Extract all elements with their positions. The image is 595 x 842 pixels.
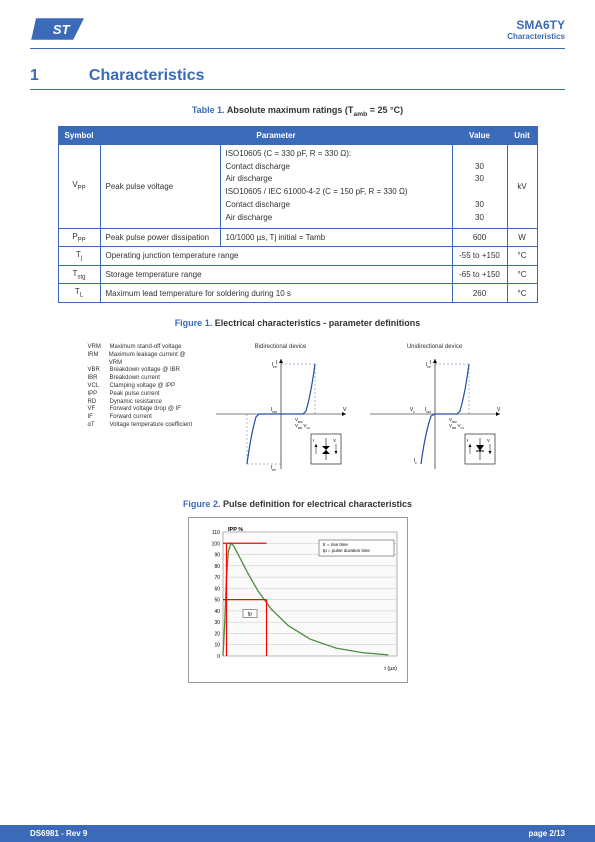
figure2-svg: 0 10 20 30 40 50 60 70 80 90 100 110 tp tr = rise tim… <box>195 524 403 674</box>
table-row: Tstg Storage temperature range -65 to +1… <box>58 265 537 284</box>
svg-text:70: 70 <box>214 575 220 581</box>
svg-text:I: I <box>313 438 314 443</box>
svg-text:tp = pulse duration time: tp = pulse duration time <box>323 548 370 553</box>
figure1-chart-b: Unidirectional device IFVFIIPPIRMVVRMVBR… <box>362 344 508 476</box>
footer-right: page 2/13 <box>529 829 565 838</box>
svg-text:100: 100 <box>211 541 220 547</box>
chart-a-title: Bidirectional device <box>208 344 354 350</box>
svg-text:90: 90 <box>214 552 220 558</box>
figure1-label: Figure 1. <box>175 318 213 328</box>
table-row: TL Maximum lead temperature for solderin… <box>58 284 537 303</box>
th-parameter: Parameter <box>100 126 452 144</box>
svg-text:110: 110 <box>212 530 220 536</box>
figure2-label: Figure 2. <box>183 499 221 509</box>
svg-text:V: V <box>333 438 336 443</box>
table-row: VPP Peak pulse voltage ISO10605 (C = 330… <box>58 144 537 228</box>
chart-a-svg: IPPIIPPIRMVVRMVBR VCLIV <box>211 354 351 474</box>
chart-b-title: Unidirectional device <box>362 344 508 350</box>
product-name: SMA6TY <box>507 18 565 32</box>
figure1-caption: Electrical characteristics - parameter d… <box>215 318 421 328</box>
header-right: SMA6TY Characteristics <box>507 18 565 41</box>
section-text: Characteristics <box>89 67 205 85</box>
figure2-title: Figure 2. Pulse definition for electrica… <box>30 499 565 509</box>
table1-label: Table 1. <box>192 105 225 115</box>
svg-text:IRM: IRM <box>270 407 277 414</box>
svg-text:IRM: IRM <box>424 407 431 414</box>
st-logo: ST <box>30 15 90 43</box>
content: Table 1. Absolute maximum ratings (Tamb … <box>0 105 595 683</box>
table-row: Tj Operating junction temperature range … <box>58 247 537 266</box>
svg-text:V: V <box>343 407 347 413</box>
svg-text:t (µs): t (µs) <box>384 666 397 672</box>
svg-text:IPP: IPP <box>270 465 275 472</box>
figure1-chart-a: Bidirectional device IPPIIPPIRMVVRMVBR V… <box>208 344 354 476</box>
table1-caption: Absolute maximum ratings (Tamb = 25 °C) <box>227 105 403 115</box>
figure1-box: VRMMaximum stand-off voltageIRMMaximum l… <box>88 336 508 484</box>
svg-text:VBR VCL: VBR VCL <box>449 423 465 430</box>
svg-text:30: 30 <box>214 620 220 626</box>
th-symbol: Symbol <box>58 126 100 144</box>
svg-text:60: 60 <box>214 586 220 592</box>
svg-text:V: V <box>497 407 501 413</box>
footer-left: DS6981 - Rev 9 <box>30 829 87 838</box>
chart-b-svg: IFVFIIPPIRMVVRMVBR VCLIV <box>365 354 505 474</box>
svg-text:tp: tp <box>247 612 251 618</box>
figure2-box: 0 10 20 30 40 50 60 70 80 90 100 110 tp tr = rise tim… <box>188 517 408 683</box>
header: ST SMA6TY Characteristics <box>0 0 595 48</box>
figure1-legend: VRMMaximum stand-off voltageIRMMaximum l… <box>88 344 198 430</box>
th-value: Value <box>452 126 507 144</box>
svg-text:I: I <box>467 438 468 443</box>
svg-text:V: V <box>487 438 490 443</box>
svg-text:40: 40 <box>214 609 220 615</box>
svg-text:VF: VF <box>409 407 414 414</box>
figure2-caption: Pulse definition for electrical characte… <box>223 499 412 509</box>
svg-text:ST: ST <box>53 22 71 37</box>
svg-text:IF: IF <box>413 458 416 465</box>
svg-text:20: 20 <box>214 631 220 637</box>
header-divider <box>30 48 565 49</box>
svg-text:tr = rise time: tr = rise time <box>323 542 348 547</box>
svg-text:50: 50 <box>214 598 220 604</box>
svg-text:80: 80 <box>214 564 220 570</box>
svg-text:10: 10 <box>214 643 220 649</box>
table1: Symbol Parameter Value Unit VPP Peak pul… <box>58 126 538 303</box>
svg-text:VBR VCL: VBR VCL <box>295 423 311 430</box>
table-row: Symbol Parameter Value Unit <box>58 126 537 144</box>
section-number: 1 <box>30 67 39 85</box>
table1-title: Table 1. Absolute maximum ratings (Tamb … <box>30 105 565 118</box>
th-unit: Unit <box>507 126 537 144</box>
footer: DS6981 - Rev 9 page 2/13 <box>0 825 595 842</box>
svg-text:IPP %: IPP % <box>228 527 243 533</box>
figure1-title: Figure 1. Electrical characteristics - p… <box>30 318 565 328</box>
section-name: Characteristics <box>507 32 565 41</box>
svg-text:0: 0 <box>217 654 220 660</box>
table-row: PPP Peak pulse power dissipation 10/1000… <box>58 228 537 247</box>
section-title: 1 Characteristics <box>30 67 565 90</box>
